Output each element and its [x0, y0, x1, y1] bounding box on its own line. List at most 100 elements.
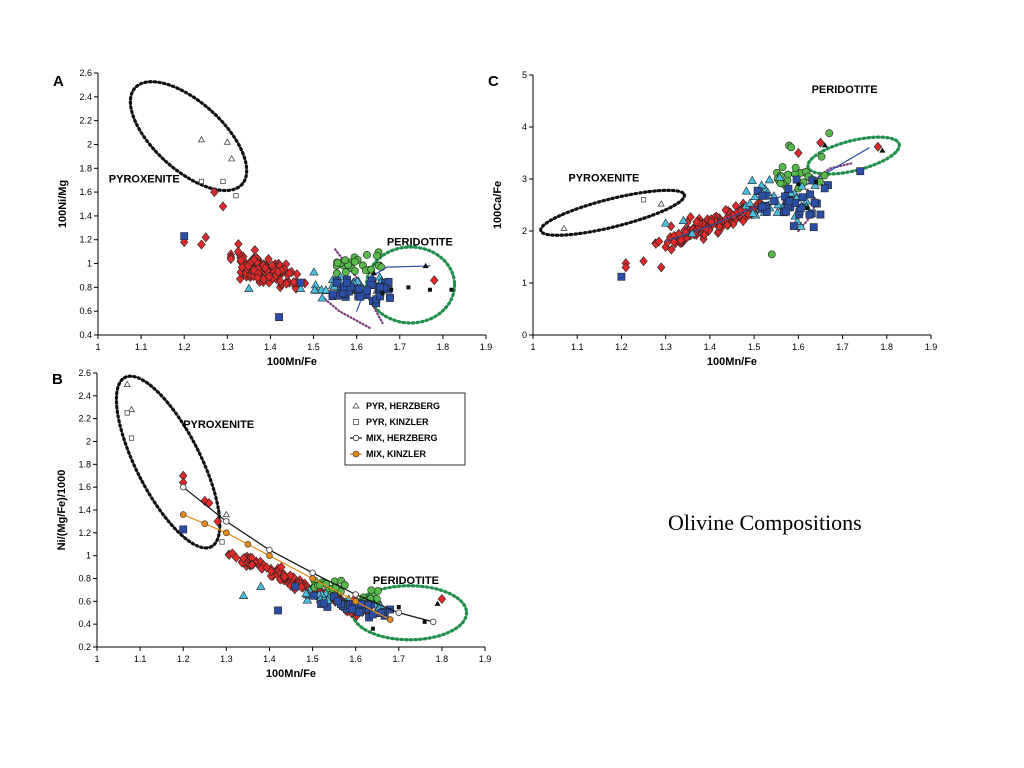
data-point [249, 254, 259, 265]
data-point [180, 232, 189, 241]
data-point [758, 191, 767, 200]
data-point [220, 178, 226, 184]
mix-kinzler-point [223, 529, 230, 537]
mix-kinzler-point [386, 616, 394, 623]
x-tick-label: 1.6 [350, 342, 363, 352]
data-point [729, 219, 738, 230]
data-point [238, 590, 249, 599]
data-point [370, 626, 375, 631]
data-point [226, 254, 236, 264]
data-point [380, 291, 385, 296]
mix-kinzler-line [182, 513, 391, 621]
panel-letter: A [53, 73, 64, 90]
y-tick-label: 2.4 [78, 391, 91, 401]
data-point [785, 197, 794, 206]
y-tick-label: 4 [522, 122, 527, 132]
data-point [774, 172, 785, 181]
data-point [321, 285, 331, 294]
x-tick-label: 1.2 [615, 342, 628, 352]
y-tick-label: 1.4 [79, 211, 92, 221]
data-point [814, 179, 819, 184]
data-point [805, 205, 810, 210]
data-point [232, 552, 241, 563]
data-point [223, 138, 231, 145]
data-point [354, 284, 363, 293]
data-point [351, 257, 359, 266]
pyroxenite-label: PYROXENITE [109, 174, 180, 186]
data-point [295, 283, 306, 292]
data-point [821, 142, 828, 148]
data-point [789, 222, 798, 230]
data-point [794, 148, 803, 158]
data-point [213, 516, 222, 527]
panel-letter: C [488, 73, 499, 90]
data-point [678, 215, 689, 224]
data-point [437, 594, 447, 605]
data-point [879, 147, 886, 153]
y-tick-label: 0.8 [79, 282, 92, 292]
y-axis-label: 100Ni/Mg [57, 180, 69, 228]
data-point [228, 155, 236, 162]
data-point [370, 270, 377, 276]
data-point [219, 539, 225, 545]
y-axis-label: 100Ca/Fe [492, 181, 504, 229]
data-point [809, 223, 818, 232]
y-tick-label: 0.4 [78, 619, 91, 629]
peridotite-label: PERIDOTITE [812, 84, 878, 96]
data-point [376, 283, 384, 292]
y-tick-label: 2 [522, 226, 527, 236]
data-point [247, 559, 257, 570]
x-tick-label: 1.2 [178, 342, 191, 352]
data-point [389, 287, 394, 292]
data-point [750, 191, 760, 201]
panel-b: 1 1.1 1.2 1.3 1.4 1.5 1.6 1.7 1.8 1.9 0.2 0.4 0.6 0.8… [52, 368, 491, 680]
x-tick-label: 1 [94, 654, 99, 664]
x-tick-label: 1.9 [925, 342, 938, 352]
mix-herzberg-point [223, 518, 230, 525]
legend-label: PYR, HERZBERG [366, 401, 440, 411]
data-point [772, 207, 783, 216]
y-tick-label: 2.4 [79, 92, 92, 102]
panel-c: 1 1.1 1.2 1.3 1.4 1.5 1.6 1.7 1.8 1.9012345100Mn/… [488, 70, 937, 368]
x-tick-label: 1.3 [220, 654, 233, 664]
mix-kinzler-point [352, 598, 359, 605]
mix-kinzler-point [309, 575, 316, 582]
data-point [617, 272, 626, 281]
data-point [302, 595, 313, 604]
data-point [430, 275, 439, 286]
data-point [657, 200, 665, 207]
x-tick-label: 1.7 [393, 654, 406, 664]
y-tick-label: 1.6 [79, 187, 92, 197]
data-point [351, 267, 359, 275]
data-point [621, 262, 631, 273]
mix-herzberg-point [180, 483, 187, 491]
data-point [820, 171, 829, 180]
x-tick-label: 1.7 [836, 342, 849, 352]
data-point [825, 129, 834, 138]
data-point [767, 250, 776, 259]
data-point [264, 254, 273, 264]
data-point [355, 608, 364, 617]
x-tick-label: 1.4 [704, 342, 717, 352]
legend-circle-icon [352, 434, 360, 442]
data-point [386, 294, 394, 302]
data-point [700, 229, 709, 240]
data-point [373, 587, 382, 595]
legend-box [344, 392, 466, 466]
x-tick-label: 1.4 [263, 654, 276, 664]
data-point [784, 184, 793, 193]
data-point [753, 186, 762, 195]
data-point [348, 605, 356, 614]
data-point [286, 570, 295, 581]
data-point [261, 263, 270, 274]
data-point [758, 202, 767, 211]
data-point [406, 285, 411, 290]
data-point [317, 293, 327, 302]
data-point [856, 167, 865, 176]
mix-herzberg-point [395, 609, 402, 616]
data-point [796, 203, 805, 212]
x-tick-label: 1 [95, 342, 100, 352]
data-point [654, 236, 664, 247]
data-point [641, 197, 647, 203]
